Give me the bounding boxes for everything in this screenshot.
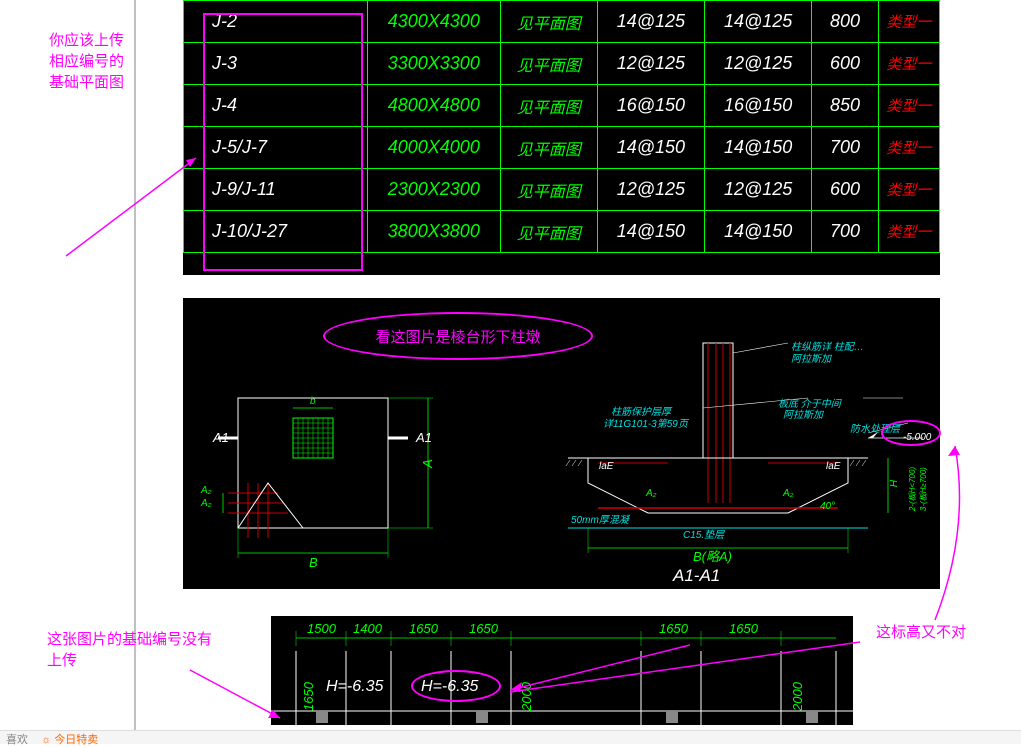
annotation-top-left: 你应该上传 相应编号的 基础平面图	[49, 30, 124, 93]
dim-B2: B(略A)	[693, 546, 732, 565]
table-cell: 见平面图	[500, 211, 597, 253]
highlight-elevation	[881, 420, 941, 446]
table-cell: 14@125	[597, 1, 704, 43]
lae2: laE	[826, 461, 840, 472]
plan-dim-1: 1400	[353, 621, 382, 636]
sale-icon: ☼	[41, 734, 51, 746]
table-cell: 4800X4800	[367, 85, 500, 127]
table-cell: 见平面图	[500, 43, 597, 85]
table-row: J-5/J-74000X4000见平面图14@15014@150700类型一	[184, 127, 940, 169]
plan-dim-3: 1650	[469, 621, 498, 636]
table-cell: 4000X4000	[367, 127, 500, 169]
table-cell: 800	[812, 1, 878, 43]
plan-dim-0: 1500	[307, 621, 336, 636]
table-cell: 类型一	[878, 85, 939, 127]
cad-section-drawing: 看这图片是棱台形下柱墩	[183, 298, 940, 589]
plan-sdim-0: 1650	[301, 682, 316, 711]
plan-sdim-2: 2000	[790, 682, 805, 711]
table-cell: J-10/J-27	[184, 211, 368, 253]
plan-dim-5: 1650	[729, 621, 758, 636]
table-cell: 14@125	[705, 1, 812, 43]
table-cell: 600	[812, 169, 878, 211]
table-cell: 类型一	[878, 1, 939, 43]
table-cell: 16@150	[597, 85, 704, 127]
lae1: laE	[599, 461, 613, 472]
table-row: J-33300X3300见平面图12@12512@125600类型一	[184, 43, 940, 85]
table-cell: 见平面图	[500, 1, 597, 43]
annotation-right: 这标高又不对	[876, 622, 966, 643]
plan-dim-2: 1650	[409, 621, 438, 636]
dim-A2t: A₂	[201, 485, 211, 496]
dim-A: A	[420, 459, 435, 468]
section-left-svg	[208, 378, 458, 578]
table-cell: 类型一	[878, 43, 939, 85]
as2: A₂	[783, 488, 793, 499]
table-cell: 类型一	[878, 169, 939, 211]
table-cell: 类型一	[878, 127, 939, 169]
angle: 40°	[820, 501, 835, 512]
plan-sdim-1: 2000	[519, 682, 534, 711]
table-cell: 2300X2300	[367, 169, 500, 211]
table-cell: 14@150	[705, 211, 812, 253]
annotation-bottom-left: 这张图片的基础编号没有 上传	[47, 629, 212, 671]
bottom-sale[interactable]: ☼ 今日特卖	[41, 734, 98, 746]
table-cell: 12@125	[705, 43, 812, 85]
table-cell: 12@125	[705, 169, 812, 211]
table-cell: 3300X3300	[367, 43, 500, 85]
table-cell: 850	[812, 85, 878, 127]
dim-side: 2-(板H<700) 3-(板H≥700)	[907, 467, 929, 511]
table-row: J-10/J-273800X3800见平面图14@15014@150700类型一	[184, 211, 940, 253]
table-cell: 14@150	[705, 127, 812, 169]
cad-plan-drawing: 1500 1400 1650 1650 1650 1650 1650 2000 …	[271, 616, 853, 725]
table-cell: 类型一	[878, 211, 939, 253]
label-a1-left: A1	[213, 430, 229, 445]
table-cell: J-9/J-11	[184, 169, 368, 211]
label-a1-right: A1	[416, 430, 432, 445]
c15: C15.垫层	[683, 526, 724, 541]
note6: 阿拉斯加	[783, 406, 823, 421]
bottom-fav[interactable]: 喜欢	[6, 734, 28, 746]
dim-B: B	[309, 555, 318, 570]
highlight-h	[411, 670, 501, 702]
as1: A₂	[646, 488, 656, 499]
table-cell: 600	[812, 43, 878, 85]
table-cell: J-3	[184, 43, 368, 85]
table-cell: 14@150	[597, 211, 704, 253]
table-cell: J-2	[184, 1, 368, 43]
sidebar-divider	[134, 0, 136, 730]
table-cell: J-4	[184, 85, 368, 127]
table-cell: 12@125	[597, 43, 704, 85]
cad-foundation-table: J-24300X4300见平面图14@12514@125800类型一J-3330…	[183, 0, 940, 275]
note2: 阿拉斯加	[791, 350, 831, 365]
bubble-text: 看这图片是棱台形下柱墩	[375, 326, 540, 347]
table-cell: 14@150	[597, 127, 704, 169]
table-cell: J-5/J-7	[184, 127, 368, 169]
bottom-bar: 喜欢 ☼ 今日特卖	[0, 730, 1021, 744]
foundation-table: J-24300X4300见平面图14@12514@125800类型一J-3330…	[183, 0, 940, 253]
plan-h1: H=-6.35	[326, 678, 383, 696]
label-b: b	[310, 396, 316, 407]
table-row: J-44800X4800见平面图16@15016@150850类型一	[184, 85, 940, 127]
table-cell: 700	[812, 211, 878, 253]
concrete: 50mm厚混凝	[571, 511, 629, 526]
table-cell: 700	[812, 127, 878, 169]
table-row: J-9/J-112300X2300见平面图12@12512@125600类型一	[184, 169, 940, 211]
section-title: A1-A1	[673, 566, 720, 586]
table-row: J-24300X4300见平面图14@12514@125800类型一	[184, 1, 940, 43]
table-cell: 见平面图	[500, 127, 597, 169]
sale-text: 今日特卖	[54, 734, 98, 746]
note4: 详11G101-3第59页	[603, 415, 688, 430]
table-cell: 见平面图	[500, 85, 597, 127]
plan-dim-4: 1650	[659, 621, 688, 636]
dim-A2b: A₂	[201, 498, 211, 509]
table-cell: 见平面图	[500, 169, 597, 211]
table-cell: 3800X3800	[367, 211, 500, 253]
table-cell: 16@150	[705, 85, 812, 127]
table-cell: 4300X4300	[367, 1, 500, 43]
table-cell: 12@125	[597, 169, 704, 211]
dim-H: H	[889, 480, 900, 487]
